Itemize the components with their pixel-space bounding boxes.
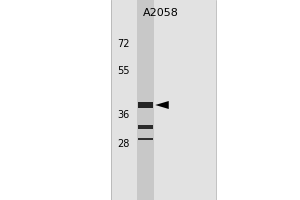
Bar — [137, 0, 154, 200]
Text: 28: 28 — [117, 139, 130, 149]
Bar — [138, 102, 153, 108]
Text: 55: 55 — [117, 66, 130, 76]
Text: A2058: A2058 — [142, 8, 178, 18]
Bar — [111, 0, 216, 200]
Polygon shape — [155, 101, 169, 109]
Text: 72: 72 — [117, 39, 130, 49]
Bar — [138, 138, 153, 140]
Bar — [138, 125, 153, 129]
Bar — [216, 0, 300, 200]
Text: 36: 36 — [118, 110, 130, 120]
